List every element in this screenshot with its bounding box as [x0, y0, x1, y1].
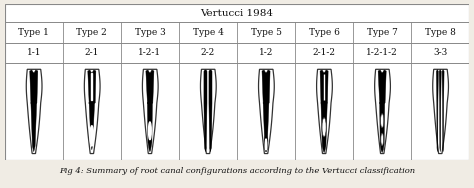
Ellipse shape [381, 133, 383, 146]
Text: Type 6: Type 6 [309, 28, 339, 37]
Text: 1-1: 1-1 [27, 49, 41, 57]
Ellipse shape [90, 126, 93, 146]
Polygon shape [91, 73, 92, 100]
Text: Fig 4: Summary of root canal configurations according to the Vertucci classifica: Fig 4: Summary of root canal configurati… [59, 168, 415, 175]
Ellipse shape [265, 139, 267, 150]
Text: Type 1: Type 1 [18, 28, 49, 37]
Text: 1-2-1: 1-2-1 [138, 49, 162, 57]
Text: 1-2: 1-2 [259, 49, 273, 57]
Polygon shape [30, 70, 38, 152]
Polygon shape [142, 69, 158, 154]
Text: Type 2: Type 2 [76, 28, 107, 37]
Polygon shape [439, 70, 441, 152]
Polygon shape [324, 74, 325, 100]
Polygon shape [209, 70, 212, 152]
Polygon shape [374, 69, 391, 154]
Text: Type 4: Type 4 [192, 28, 223, 37]
Text: Type 7: Type 7 [367, 28, 398, 37]
Polygon shape [320, 70, 328, 153]
Polygon shape [442, 70, 444, 152]
Polygon shape [437, 70, 438, 152]
Text: Type 8: Type 8 [425, 28, 456, 37]
Ellipse shape [148, 122, 151, 140]
Text: Type 5: Type 5 [251, 28, 282, 37]
Polygon shape [258, 69, 274, 154]
Polygon shape [84, 69, 100, 154]
Polygon shape [5, 4, 469, 160]
Polygon shape [88, 70, 96, 150]
Text: 1-2-1-2: 1-2-1-2 [366, 49, 398, 57]
Text: 2-1-2: 2-1-2 [312, 49, 336, 57]
Polygon shape [317, 69, 332, 154]
Text: Type 3: Type 3 [135, 28, 165, 37]
Polygon shape [26, 69, 42, 154]
Text: 2-1: 2-1 [85, 49, 99, 57]
Ellipse shape [381, 114, 384, 128]
Text: Vertucci 1984: Vertucci 1984 [201, 9, 273, 18]
Polygon shape [201, 69, 216, 154]
Ellipse shape [322, 118, 326, 137]
Text: 3-3: 3-3 [433, 49, 447, 57]
Polygon shape [433, 69, 448, 154]
Polygon shape [204, 70, 207, 152]
Polygon shape [146, 70, 154, 152]
Text: 2-2: 2-2 [201, 49, 215, 57]
Polygon shape [378, 70, 386, 153]
Polygon shape [262, 70, 270, 152]
